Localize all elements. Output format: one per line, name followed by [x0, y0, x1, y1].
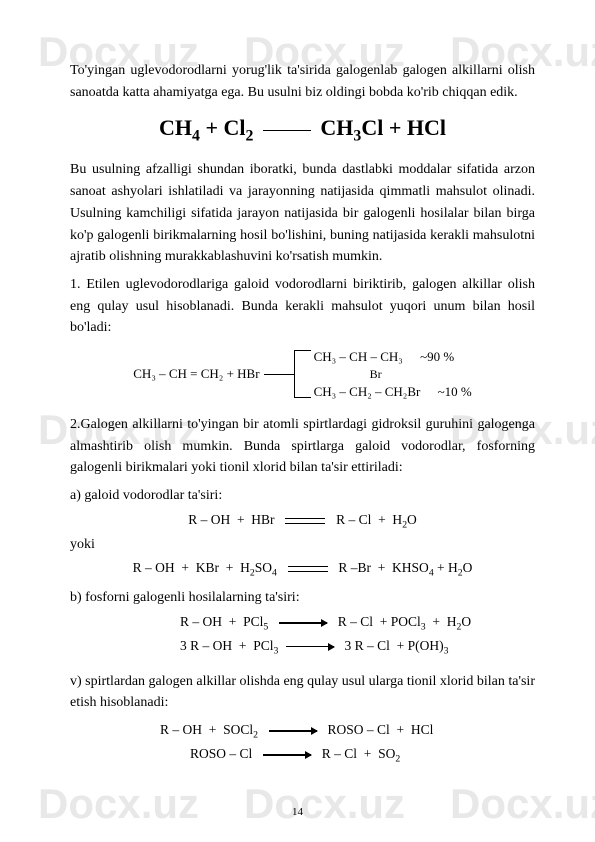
eq-part: + HCl	[389, 115, 446, 140]
paragraph-2: Bu usulning afzalligi shundan iboratki, …	[70, 159, 535, 267]
branch-stem	[264, 374, 294, 375]
paragraph-4: 2.Galogen alkillarni to'yingan bir atoml…	[70, 414, 535, 479]
reaction-arrow	[269, 730, 317, 732]
equation-a1: R – OH + HBr R – Cl + H2O	[70, 510, 535, 531]
eq-sub: 4	[192, 128, 200, 145]
yoki-label: yoki	[70, 534, 535, 556]
branch-rhs: CH₃ – CH – CH₃ ~90 % Br CH₃ – CH₂ – CH₂B…	[314, 347, 472, 402]
paragraph-3: 1. Etilen uglevodorodlariga galoid vodor…	[70, 274, 535, 339]
eq-part: Cl	[361, 115, 383, 140]
equation-v1: R – OH + SOCl2 ROSO – Cl + HCl	[70, 720, 535, 741]
branch-bot-formula: CH₃ – CH₂ – CH₂Br	[314, 384, 421, 399]
reaction-arrow	[286, 646, 334, 648]
page-content: To'yingan uglevodorodlarni yorug'lik ta'…	[0, 0, 595, 808]
equation-v2: ROSO – Cl R – Cl + SO2	[70, 744, 535, 765]
branch-top-pct: ~90 %	[420, 349, 454, 364]
item-b-label: b) fosforni galogenli hosilalarning ta's…	[70, 587, 535, 609]
branch-bracket	[294, 350, 314, 398]
equation-b2: 3 R – OH + PCl3 3 R – Cl + P(OH)3	[70, 636, 535, 657]
equation-b1: R – OH + PCl5 R – Cl + POCl3 + H2O	[70, 612, 535, 633]
reaction-arrow	[279, 622, 327, 624]
item-v-label: v) spirtlardan galogen alkillar olishda …	[70, 671, 535, 714]
paragraph-1: To'yingan uglevodorodlarni yorug'lik ta'…	[70, 60, 535, 103]
eq-plus: +	[205, 115, 223, 140]
eq-part: CH	[320, 115, 353, 140]
branch-lhs: CH₃ – CH = CH₂ + HBr	[133, 364, 259, 384]
eq-part: CH	[159, 115, 192, 140]
equil-arrow	[288, 566, 328, 572]
eq-part: Cl	[223, 115, 245, 140]
item-a-label: a) galoid vodorodlar ta'siri:	[70, 485, 535, 507]
branch-bot-pct: ~10 %	[438, 384, 472, 399]
equation-main: CH4 + Cl2 CH3Cl + HCl	[70, 111, 535, 145]
reaction-arrow	[263, 754, 311, 756]
eq-sub: 2	[245, 128, 253, 145]
equil-arrow	[285, 518, 325, 524]
branching-reaction: CH₃ – CH = CH₂ + HBr CH₃ – CH – CH₃ ~90 …	[70, 347, 535, 402]
branch-top-formula: CH₃ – CH – CH₃	[314, 349, 403, 364]
equation-a2: R – OH + KBr + H2SO4 R –Br + KHSO4 + H2O	[70, 558, 535, 579]
reaction-arrow	[263, 130, 311, 132]
